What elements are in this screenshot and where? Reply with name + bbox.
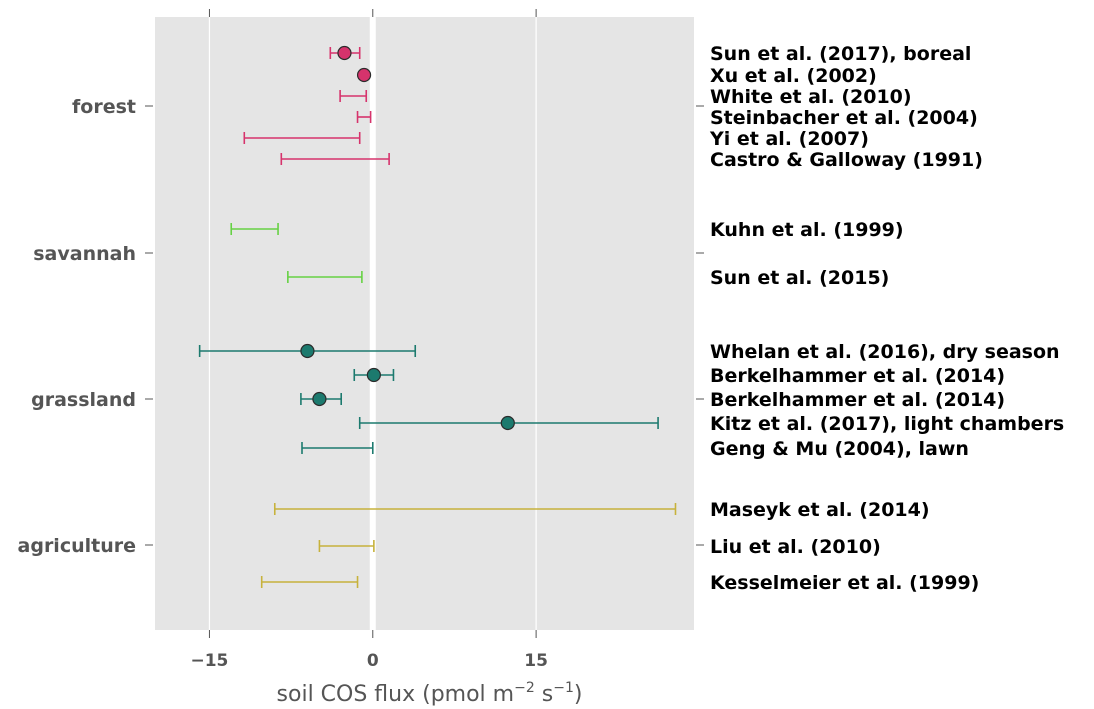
study-label: Kuhn et al. (1999) — [710, 219, 904, 241]
study-label: Xu et al. (2002) — [710, 65, 877, 87]
x-tick-label: 15 — [524, 651, 548, 671]
data-point — [300, 343, 315, 359]
data-point — [356, 67, 372, 83]
study-label: Berkelhammer et al. (2014) — [710, 365, 1005, 387]
biome-label: grassland — [31, 389, 136, 411]
study-label: Castro & Galloway (1991) — [710, 149, 983, 171]
study-label: Maseyk et al. (2014) — [710, 499, 930, 521]
study-label: Geng & Mu (2004), lawn — [710, 438, 969, 460]
x-axis: −15 0 15 — [190, 9, 548, 671]
study-label: Steinbacher et al. (2004) — [710, 107, 978, 129]
biome-label: savannah — [33, 243, 136, 265]
study-label: Sun et al. (2017), boreal — [710, 43, 971, 65]
biome-axis: forest savannah grassland agriculture — [18, 96, 704, 557]
gridlines — [208, 17, 537, 630]
x-tick-label: −15 — [190, 651, 228, 671]
study-label: Yi et al. (2007) — [709, 128, 869, 150]
study-label: Sun et al. (2015) — [710, 267, 889, 289]
study-label: White et al. (2010) — [710, 86, 912, 108]
study-label: Berkelhammer et al. (2014) — [710, 389, 1005, 411]
study-label: Kitz et al. (2017), light chambers — [710, 413, 1064, 435]
x-axis-title-prefix: soil COS flux (pmol m — [277, 682, 515, 707]
study-label: Whelan et al. (2016), dry season — [710, 341, 1060, 363]
data-point — [366, 367, 381, 383]
study-label: Kesselmeier et al. (1999) — [710, 572, 979, 594]
biome-label: agriculture — [18, 535, 136, 557]
plot-background — [155, 17, 694, 630]
data-point — [500, 415, 515, 431]
x-axis-title-suffix: ) — [574, 682, 583, 707]
data-point — [337, 45, 352, 61]
biome-label: forest — [72, 96, 136, 118]
x-axis-title-mid: s — [535, 682, 553, 707]
x-axis-title-exp2: −1 — [553, 680, 574, 696]
x-axis-title: soil COS flux (pmol m−2 s−1) — [277, 680, 583, 707]
error-bars — [198, 45, 677, 588]
data-point — [312, 391, 327, 407]
x-tick-label: 0 — [367, 651, 379, 671]
x-axis-title-exp1: −2 — [514, 680, 535, 696]
study-label: Liu et al. (2010) — [710, 536, 881, 558]
